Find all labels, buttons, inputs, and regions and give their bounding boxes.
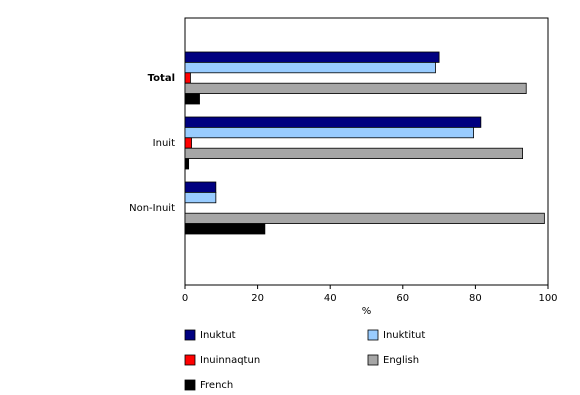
bar <box>184 137 192 149</box>
bar <box>184 116 482 128</box>
bar <box>184 147 523 159</box>
legend-label: Inuktut <box>200 330 236 341</box>
x-tick-label: 20 <box>251 293 264 304</box>
legend-swatch <box>367 329 379 341</box>
bar <box>184 93 200 105</box>
bar <box>184 72 191 84</box>
legend-swatch <box>184 354 196 366</box>
legend-swatch <box>184 379 196 391</box>
legend-label: Inuinnaqtun <box>200 355 260 366</box>
x-tick-label: 0 <box>182 293 188 304</box>
y-tick-label: Non-Inuit <box>129 203 175 214</box>
x-tick-label: 100 <box>538 293 557 304</box>
legend-swatch <box>184 329 196 341</box>
bar <box>184 223 266 235</box>
bar <box>184 191 217 204</box>
legend-label: French <box>200 380 233 391</box>
x-axis-label: % <box>362 306 372 317</box>
y-tick-label: Inuit <box>153 138 175 149</box>
legend-swatch <box>367 354 379 366</box>
bar <box>184 62 436 74</box>
bar <box>184 127 474 139</box>
bar <box>184 158 190 170</box>
bar <box>184 82 527 94</box>
bar <box>184 51 440 63</box>
bar <box>184 212 545 224</box>
x-tick-label: 40 <box>324 293 337 304</box>
y-tick-label: Total <box>148 73 175 84</box>
legend-label: English <box>383 355 419 366</box>
x-tick-label: 80 <box>469 293 482 304</box>
bar <box>184 181 217 193</box>
legend-label: Inuktitut <box>383 330 425 341</box>
x-tick-label: 60 <box>396 293 409 304</box>
